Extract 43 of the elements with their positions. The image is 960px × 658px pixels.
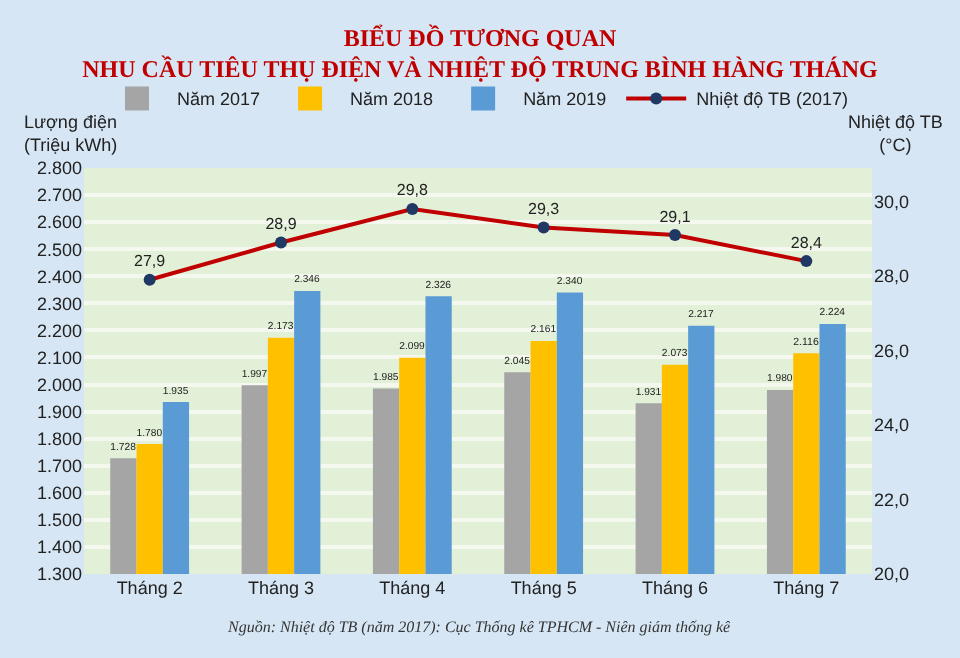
legend-label: Năm 2017 — [177, 89, 261, 110]
y-tick-label: 1.500 — [36, 510, 82, 531]
y2-tick-label: 26,0 — [874, 340, 910, 361]
x-tick-label: Tháng 4 — [379, 578, 446, 598]
data-label: 27,9 — [134, 252, 167, 271]
text: Nguồn: Nhiệt độ TB (năm 2017): Cục Thống kê TPHCM - Niên giám thống kê — [226, 618, 732, 636]
y-tick-label: 2.800 — [36, 158, 82, 179]
data-label: 28,9 — [265, 215, 298, 233]
y-tick-label: 2.300 — [36, 293, 82, 314]
y2-tick-label: 24,0 — [874, 415, 910, 436]
y-tick-label: 1.600 — [36, 483, 82, 504]
y2-tick-label: 28,0 — [874, 266, 910, 287]
data-label: 28,4 — [790, 233, 823, 252]
y-tick-label: 1.700 — [36, 456, 82, 477]
y-tick-label: 2.200 — [36, 320, 82, 341]
y-tick-label: 2.400 — [36, 266, 82, 287]
chart-subtitle: NHU CẦU TIÊU THỤ ĐIỆN VÀ NHIỆT ĐỘ TRUNG BÌNH HÀNG THÁNG — [82, 55, 878, 84]
legend-label: Năm 2018 — [350, 89, 434, 110]
y-tick-label: 1.400 — [36, 537, 82, 558]
data-label: 29,8 — [396, 181, 429, 200]
y-tick-label: 2.600 — [36, 212, 82, 233]
x-tick-label: Tháng 6 — [641, 578, 709, 598]
y-tick-label: 2.000 — [36, 374, 82, 395]
legend-label: Nhiệt độ TB (2017) — [696, 89, 848, 110]
legend-label: Năm 2019 — [523, 89, 607, 110]
x-tick-label: Tháng 2 — [116, 578, 183, 598]
x-tick-label: Tháng 7 — [773, 578, 840, 598]
y-tick-label: 1.300 — [36, 564, 82, 585]
y-axis-title: Lượng điện (Triệu kWh) — [24, 112, 118, 156]
y2-axis-title: Nhiệt độ TB (°C) — [848, 112, 943, 156]
data-label: 29,1 — [659, 207, 692, 226]
y2-tick-label: 30,0 — [874, 191, 910, 212]
chart-title: BIỂU ĐỒ TƯƠNG QUAN — [343, 24, 617, 53]
y2-tick-label: 22,0 — [874, 489, 910, 510]
y-tick-label: 2.700 — [36, 185, 82, 206]
y-tick-label: 1.800 — [36, 428, 82, 449]
x-tick-label: Tháng 5 — [510, 578, 577, 598]
y-tick-label: 2.100 — [36, 347, 82, 368]
data-label: 29,3 — [528, 200, 561, 219]
x-tick-label: Tháng 3 — [247, 578, 315, 598]
y-tick-label: 1.900 — [36, 401, 82, 422]
y-tick-label: 2.500 — [36, 239, 82, 260]
y2-tick-label: 20,0 — [874, 564, 910, 585]
